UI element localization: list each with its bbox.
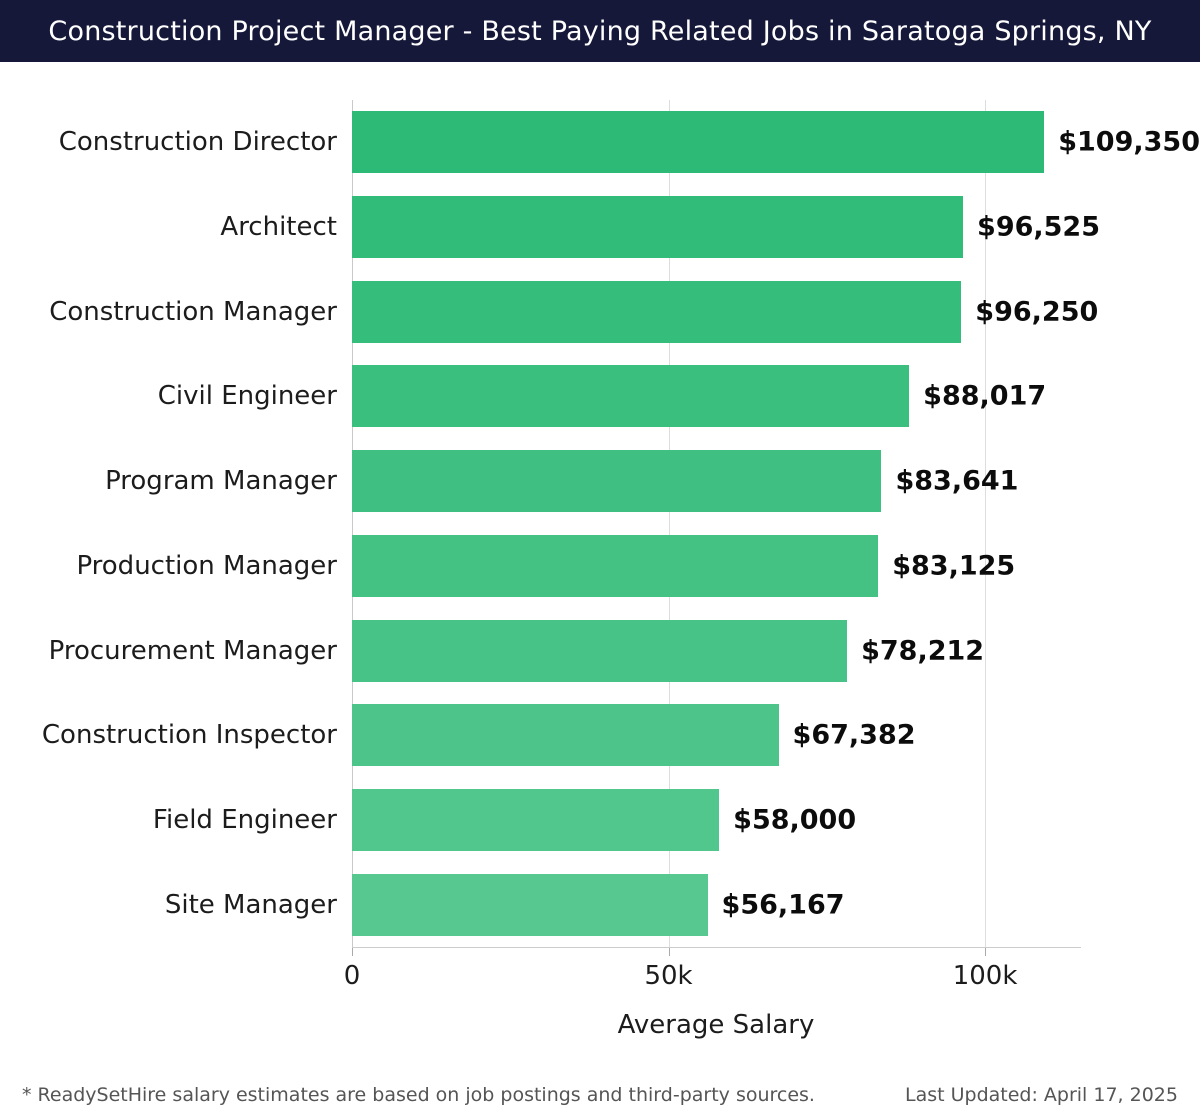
value-label: $67,382 — [792, 719, 916, 751]
salary-bar — [352, 450, 882, 513]
salary-bar — [352, 704, 779, 767]
category-label: Program Manager — [105, 466, 337, 497]
salary-bar — [352, 534, 879, 597]
bar-track: $109,350 — [352, 111, 1200, 174]
bar-track: $67,382 — [352, 704, 1080, 767]
value-label: $83,125 — [892, 550, 1016, 582]
bar-row: Civil Engineer $88,017 — [0, 354, 1200, 439]
value-label: $88,017 — [923, 380, 1047, 412]
bar-row: Procurement Manager $78,212 — [0, 608, 1200, 693]
category-label: Construction Inspector — [41, 720, 337, 751]
category-label: Architect — [220, 212, 337, 243]
x-axis-line — [352, 947, 1081, 948]
salary-bar — [352, 788, 720, 851]
bar-row: Construction Inspector $67,382 — [0, 693, 1200, 778]
footer-source-note: * ReadySetHire salary estimates are base… — [22, 1084, 815, 1106]
tick-mark-100k — [985, 948, 987, 956]
bar-row: Program Manager $83,641 — [0, 439, 1200, 524]
x-axis-ticks: 0 50k 100k — [344, 947, 1080, 997]
tick-label-50k: 50k — [644, 961, 693, 991]
salary-bar — [352, 111, 1045, 174]
category-label: Production Manager — [76, 550, 337, 581]
bar-row: Field Engineer $58,000 — [0, 778, 1200, 863]
salary-bar — [352, 619, 848, 682]
bar-track: $83,125 — [352, 534, 1080, 597]
bar-track: $96,250 — [352, 280, 1098, 343]
chart-title: Construction Project Manager - Best Payi… — [48, 15, 1152, 47]
tick-mark-0 — [352, 948, 353, 956]
bar-row: Construction Manager $96,250 — [0, 269, 1200, 354]
salary-bar — [352, 196, 964, 259]
bar-row: Production Manager $83,125 — [0, 524, 1200, 609]
category-label: Procurement Manager — [48, 635, 337, 666]
bar-track: $56,167 — [352, 873, 1080, 936]
value-label: $83,641 — [895, 465, 1019, 497]
tick-label-0: 0 — [343, 961, 361, 991]
bar-row: Construction Director $109,350 — [0, 100, 1200, 185]
salary-bar — [352, 280, 962, 343]
salary-bar — [352, 365, 910, 428]
footer: * ReadySetHire salary estimates are base… — [0, 1072, 1200, 1120]
bar-row: Architect $96,525 — [0, 185, 1200, 270]
value-label: $96,250 — [975, 296, 1099, 328]
bar-track: $83,641 — [352, 450, 1080, 513]
bar-row: Site Manager $56,167 — [0, 862, 1200, 947]
value-label: $58,000 — [733, 804, 857, 836]
bar-track: $78,212 — [352, 619, 1080, 682]
x-axis-title: Average Salary — [617, 1010, 815, 1040]
value-label: $96,525 — [977, 211, 1101, 243]
tick-label-100k: 100k — [952, 961, 1018, 991]
category-label: Construction Director — [58, 127, 337, 158]
category-label: Field Engineer — [152, 804, 337, 835]
value-label: $109,350 — [1058, 126, 1200, 158]
title-bar: Construction Project Manager - Best Payi… — [0, 0, 1200, 62]
category-label: Civil Engineer — [157, 381, 337, 412]
category-label: Construction Manager — [49, 296, 337, 327]
salary-bar — [352, 873, 708, 936]
footer-last-updated: Last Updated: April 17, 2025 — [904, 1084, 1178, 1106]
category-label: Site Manager — [164, 889, 337, 920]
bar-rows: Construction Director $109,350 Architect $9… — [0, 100, 1200, 947]
bar-track: $88,017 — [352, 365, 1080, 428]
bar-track: $58,000 — [352, 788, 1080, 851]
value-label: $56,167 — [721, 889, 845, 921]
bar-track: $96,525 — [352, 196, 1100, 259]
tick-mark-50k — [668, 948, 670, 956]
value-label: $78,212 — [861, 635, 985, 667]
